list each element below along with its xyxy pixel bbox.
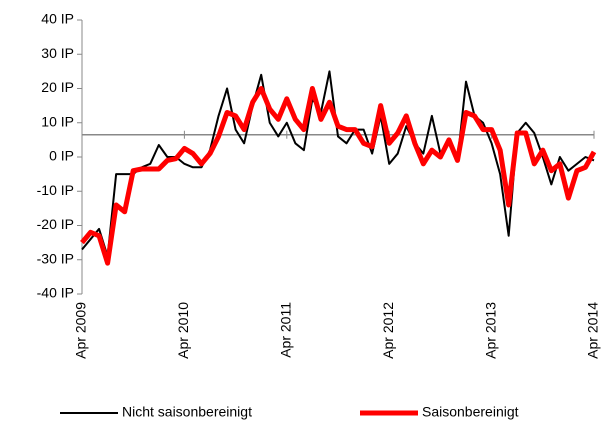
x-tick-label: Apr 2012 xyxy=(380,302,396,359)
y-tick-label: 10 IP xyxy=(41,113,74,129)
series-line xyxy=(81,70,595,258)
y-tick-label: 20 IP xyxy=(41,79,74,95)
y-tick-label: -30 IP xyxy=(37,250,74,266)
series-line xyxy=(80,86,597,266)
legend-label: Nicht saisonbereinigt xyxy=(122,404,252,420)
y-tick-label: -40 IP xyxy=(37,285,74,301)
y-tick-label: 40 IP xyxy=(41,11,74,27)
y-tick-label: -20 IP xyxy=(37,216,74,232)
y-tick-label: 0 IP xyxy=(49,148,74,164)
x-tick-label: Apr 2009 xyxy=(73,302,89,359)
y-tick-label: -10 IP xyxy=(37,182,74,198)
y-tick-label: 30 IP xyxy=(41,45,74,61)
x-tick-label: Apr 2014 xyxy=(585,302,601,359)
x-tick-label: Apr 2010 xyxy=(175,302,191,359)
x-tick-label: Apr 2011 xyxy=(278,302,294,358)
x-tick-label: Apr 2013 xyxy=(482,302,498,359)
legend-label: Saisonbereinigt xyxy=(422,404,519,420)
